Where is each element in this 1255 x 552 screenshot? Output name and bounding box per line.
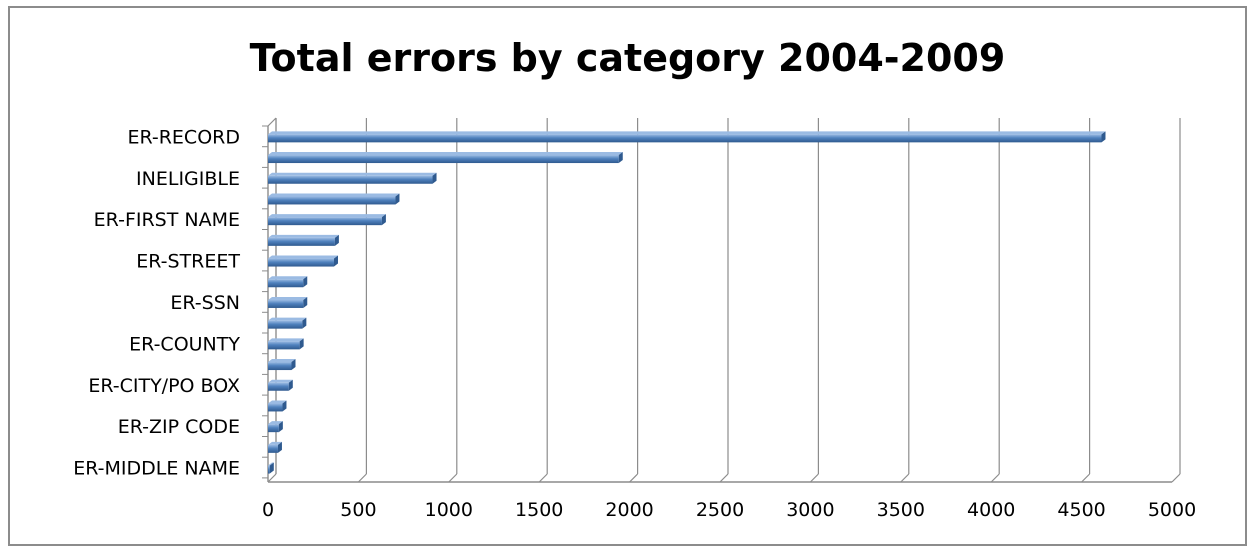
chart-frame — [8, 6, 1247, 546]
bar — [268, 379, 293, 391]
x-tick-label: 5000 — [1148, 499, 1196, 521]
floor-gridline — [1081, 473, 1091, 483]
bar — [268, 338, 304, 350]
bar — [268, 214, 386, 226]
floor-gridline — [990, 473, 1000, 483]
y-category-label: ER-FIRST NAME — [94, 209, 240, 231]
bar — [268, 234, 339, 246]
y-category-label: ER-ZIP CODE — [118, 416, 240, 438]
bar — [268, 421, 283, 433]
x-tick-label: 2000 — [605, 499, 653, 521]
bar — [268, 462, 274, 474]
y-category-label: ER-CITY/PO BOX — [88, 375, 240, 397]
x-tick-label: 1000 — [425, 499, 473, 521]
bar — [268, 276, 308, 288]
floor-gridline — [719, 473, 729, 483]
x-tick-label: 4500 — [1057, 499, 1105, 521]
floor-gridline — [900, 473, 910, 483]
x-tick-label: 500 — [340, 499, 376, 521]
x-tick-label: 3500 — [877, 499, 925, 521]
x-tick-label: 4000 — [967, 499, 1015, 521]
floor-gridline — [267, 473, 277, 483]
floor-gridline — [1171, 473, 1181, 483]
floor-gridline — [629, 473, 639, 483]
floor-gridline — [357, 473, 367, 483]
x-tick-label: 2500 — [696, 499, 744, 521]
y-category-label: INELIGIBLE — [136, 168, 240, 190]
bar — [268, 152, 623, 164]
bar — [268, 317, 307, 329]
x-tick-label: 3000 — [786, 499, 834, 521]
floor-gridline — [809, 473, 819, 483]
floor-gridline — [538, 473, 548, 483]
bar — [268, 131, 1106, 143]
bar — [268, 400, 287, 412]
y-category-label: ER-SSN — [170, 292, 240, 314]
bar — [268, 359, 296, 371]
y-category-label: ER-COUNTY — [129, 333, 240, 355]
bar — [268, 296, 308, 308]
floor-gridline — [448, 473, 458, 483]
chart-title: Total errors by category 2004-2009 — [249, 36, 1006, 80]
bar — [268, 441, 282, 453]
bar — [268, 255, 338, 267]
bar — [268, 193, 400, 205]
x-tick-label: 0 — [262, 499, 274, 521]
y-category-label: ER-MIDDLE NAME — [73, 458, 240, 480]
axis-wall-top — [267, 117, 277, 127]
y-category-label: ER-RECORD — [127, 126, 240, 148]
bar — [268, 172, 437, 184]
y-category-label: ER-STREET — [136, 251, 240, 273]
x-tick-label: 1500 — [515, 499, 563, 521]
